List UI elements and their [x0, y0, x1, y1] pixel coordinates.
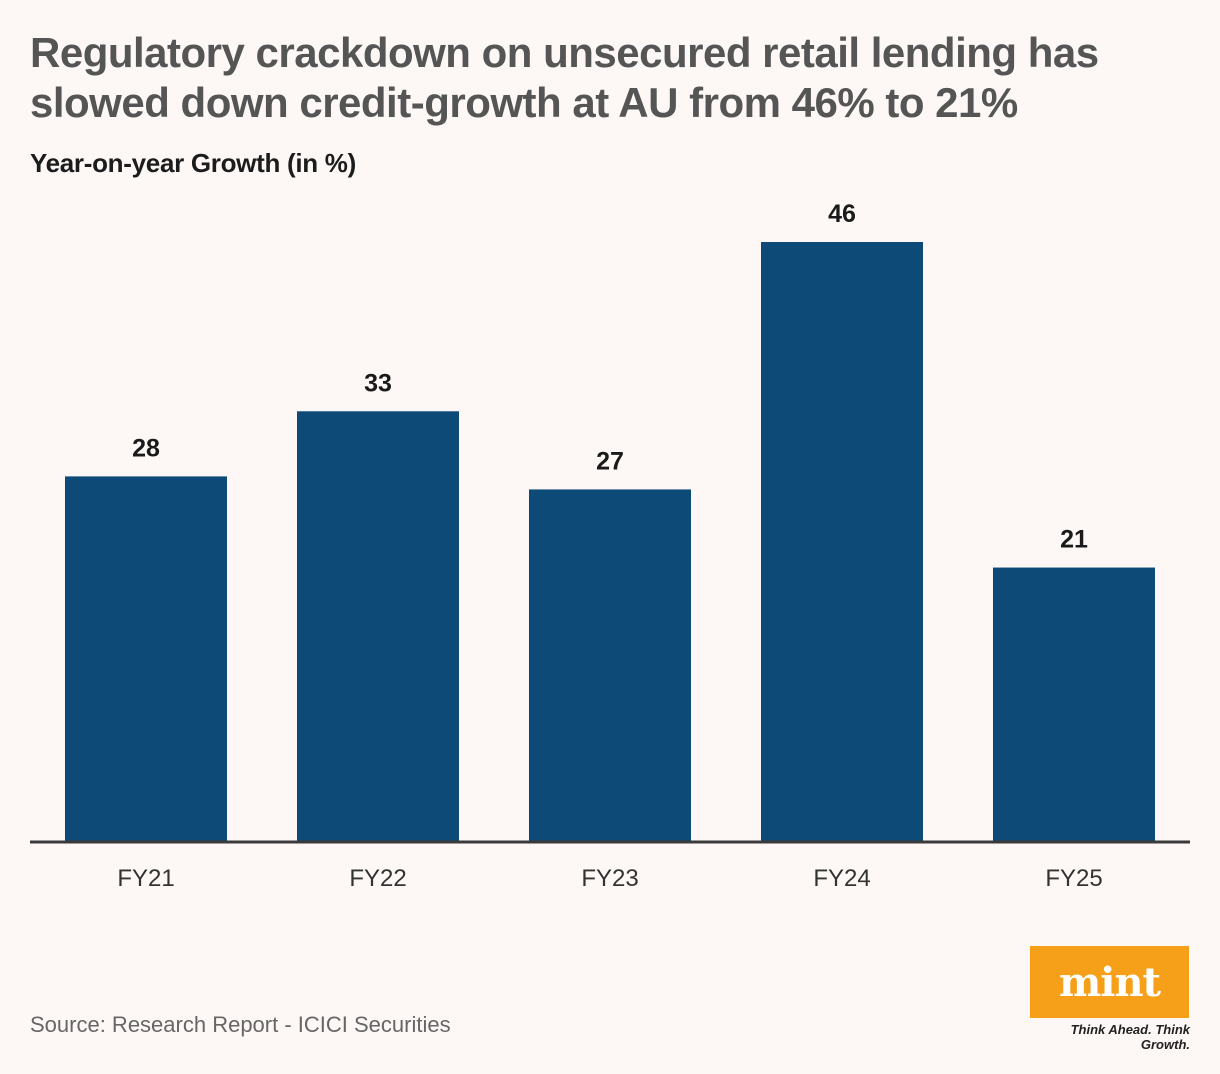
data-label: 33 [364, 369, 392, 397]
bar-fy24 [761, 242, 923, 841]
mint-logo-text: mint [1058, 958, 1161, 1006]
bar-fy21 [65, 476, 227, 841]
data-label: 46 [828, 200, 856, 228]
bar-fy25 [993, 567, 1155, 841]
source-note: Source: Research Report - ICICI Securiti… [30, 1012, 451, 1037]
x-tick-label: FY24 [813, 865, 870, 892]
data-label: 27 [596, 447, 624, 475]
chart-title: Regulatory crackdown on unsecured retail… [30, 29, 1099, 126]
bar-fy23 [529, 489, 691, 841]
chart-subtitle: Year-on-year Growth (in %) [30, 148, 356, 178]
data-label: 28 [132, 434, 160, 462]
bar-chart: 28 FY21 33 FY22 27 FY23 46 FY24 21 FY25 [30, 200, 1190, 892]
mint-logo: mint [1030, 946, 1189, 1018]
x-tick-label: FY22 [349, 865, 406, 892]
x-tick-label: FY21 [117, 865, 174, 892]
data-label: 21 [1060, 526, 1088, 554]
x-tick-label: FY23 [581, 865, 638, 892]
x-tick-label: FY25 [1045, 865, 1102, 892]
bar-fy22 [297, 411, 459, 841]
logo-tagline: Think Ahead. Think Growth. [1070, 1022, 1190, 1052]
